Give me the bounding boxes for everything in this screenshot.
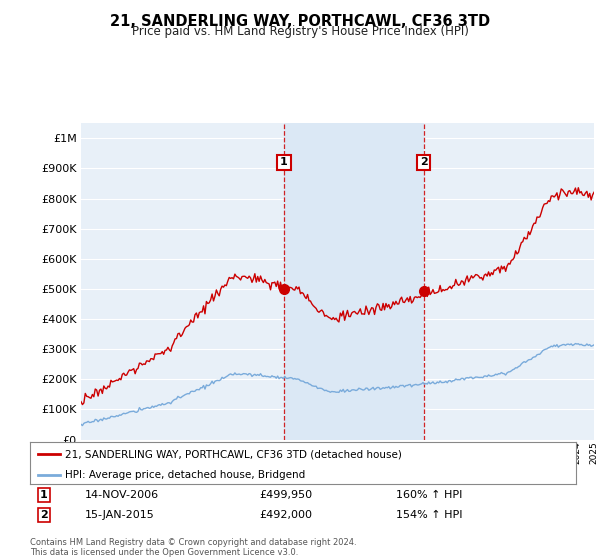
Text: 154% ↑ HPI: 154% ↑ HPI [396, 510, 463, 520]
Text: 160% ↑ HPI: 160% ↑ HPI [396, 490, 462, 500]
Text: Contains HM Land Registry data © Crown copyright and database right 2024.
This d: Contains HM Land Registry data © Crown c… [30, 538, 356, 557]
Text: 2: 2 [420, 157, 428, 167]
Text: 15-JAN-2015: 15-JAN-2015 [85, 510, 154, 520]
Text: 1: 1 [280, 157, 288, 167]
Text: 21, SANDERLING WAY, PORTHCAWL, CF36 3TD (detached house): 21, SANDERLING WAY, PORTHCAWL, CF36 3TD … [65, 449, 403, 459]
Bar [284, 123, 424, 440]
Text: Price paid vs. HM Land Registry's House Price Index (HPI): Price paid vs. HM Land Registry's House … [131, 25, 469, 38]
Text: £492,000: £492,000 [259, 510, 313, 520]
Text: 14-NOV-2006: 14-NOV-2006 [85, 490, 159, 500]
Text: 2: 2 [40, 510, 47, 520]
Text: £499,950: £499,950 [259, 490, 313, 500]
Text: 21, SANDERLING WAY, PORTHCAWL, CF36 3TD: 21, SANDERLING WAY, PORTHCAWL, CF36 3TD [110, 14, 490, 29]
Text: 1: 1 [40, 490, 47, 500]
Text: HPI: Average price, detached house, Bridgend: HPI: Average price, detached house, Brid… [65, 470, 306, 480]
